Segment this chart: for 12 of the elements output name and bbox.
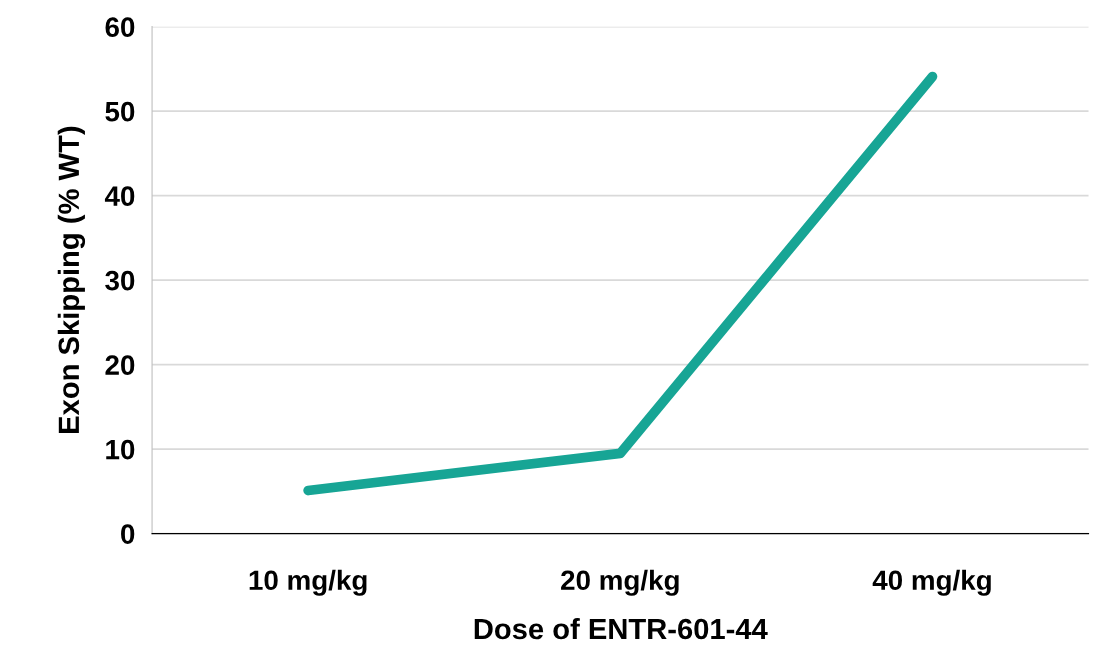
y-axis-title: Exon Skipping (% WT) [57, 126, 86, 433]
x-axis-title: Dose of ENTR-601-44 [474, 617, 768, 640]
y-tick-label: 10 [106, 439, 135, 460]
x-tick-label: 10 mg/kg [249, 569, 367, 596]
y-tick-label: 60 [105, 17, 135, 38]
y-tick-label: 30 [105, 270, 135, 291]
y-tick-label: 20 [105, 355, 135, 375]
y-tick-label: 50 [105, 101, 135, 122]
y-tick-label: 40 [104, 186, 135, 206]
x-tick-label: 20 mg/kg [561, 569, 679, 596]
x-tick-label: 40 mg/kg [872, 569, 991, 596]
y-tick-label: 0 [121, 524, 135, 544]
